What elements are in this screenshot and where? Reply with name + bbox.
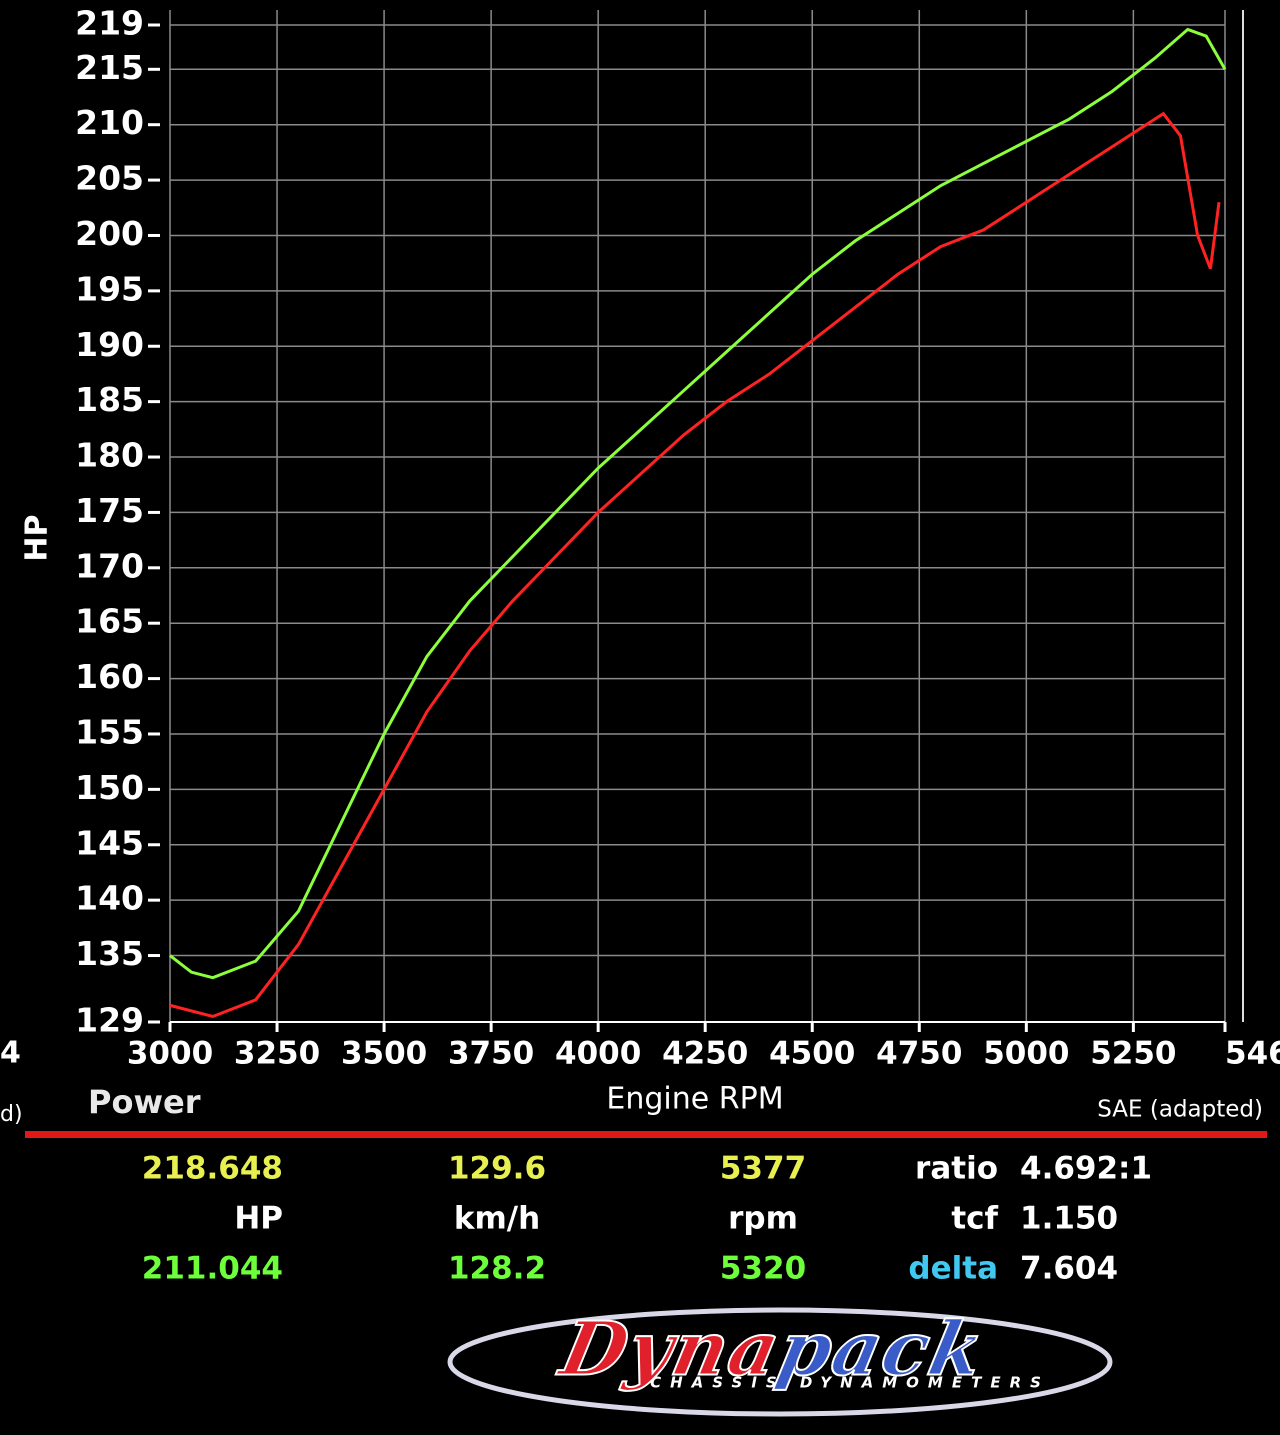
y-tick-label: 195 (75, 269, 144, 308)
y-tick-label: 185 (75, 380, 144, 419)
readout-cell: rpm (728, 1201, 798, 1237)
y-tick-label: 200 (75, 214, 144, 253)
readout-cell: 218.648 (142, 1151, 283, 1187)
readout-cell: delta (908, 1251, 998, 1287)
readout-cell: 5320 (720, 1251, 806, 1287)
x-tick-label: 3500 (341, 1036, 427, 1072)
y-tick-label: 170 (75, 546, 144, 585)
y-tick-label: 145 (75, 823, 144, 862)
logo-tagline: CHASSIS DYNAMOMETERS (650, 1374, 1050, 1392)
logo: Dynapack (552, 1305, 993, 1392)
y-tick-label: 210 (75, 103, 144, 142)
y-tick-label: 219 (75, 4, 144, 43)
readout-cell: 4.692:1 (1020, 1151, 1152, 1187)
readout-cell: 129.6 (448, 1151, 546, 1187)
x-tick-label: 5250 (1090, 1036, 1176, 1072)
y-tick-label: 165 (75, 602, 144, 641)
x-tick-label: 3000 (127, 1036, 213, 1072)
line (169, 111, 1221, 1019)
readout-cell: 211.044 (142, 1251, 283, 1287)
readout-cell: 7.604 (1020, 1251, 1118, 1287)
readout-cell: ratio (915, 1151, 998, 1187)
y-tick-label: 150 (75, 768, 144, 807)
x-tick-label: 4750 (876, 1036, 962, 1072)
readout-cell: 128.2 (448, 1251, 546, 1287)
x-tick-label: 4250 (662, 1036, 748, 1072)
y-tick-label: 180 (75, 436, 144, 475)
x-tick-label: 4500 (769, 1036, 855, 1072)
x-tick-label: 3750 (448, 1036, 534, 1072)
readout-cell: 1.150 (1020, 1201, 1118, 1237)
separator (25, 1131, 1267, 1138)
readout-cell: tcf (951, 1201, 998, 1237)
x-tick-label: 5464 (1225, 1036, 1280, 1072)
line (169, 27, 1227, 980)
x-axis-label: Engine RPM (606, 1082, 783, 1117)
fragment: d) (0, 1102, 23, 1127)
fragment: 4 (0, 1036, 21, 1071)
y-tick-label: 175 (75, 491, 144, 530)
y-tick-label: 135 (75, 934, 144, 973)
y-tick-label: 160 (75, 657, 144, 696)
y-axis-label: HP (20, 514, 55, 561)
readout-cell: 5377 (720, 1151, 806, 1187)
x-tick-label: 5000 (983, 1036, 1069, 1072)
x-tick-label: 3250 (234, 1036, 320, 1072)
y-tick-label: 155 (75, 712, 144, 751)
y-tick-label: 205 (75, 159, 144, 198)
logo-swoosh (447, 1307, 1113, 1417)
readout-cell: HP (234, 1201, 283, 1237)
x-tick-label: 4000 (555, 1036, 641, 1072)
y-tick-label: 190 (75, 325, 144, 364)
y-tick-label: 129 (75, 1001, 144, 1040)
legend-title: Power (88, 1083, 201, 1121)
note: SAE (adapted) (1097, 1097, 1263, 1123)
readout-cell: km/h (454, 1201, 540, 1237)
y-tick-label: 215 (75, 48, 144, 87)
y-tick-label: 140 (75, 879, 144, 918)
